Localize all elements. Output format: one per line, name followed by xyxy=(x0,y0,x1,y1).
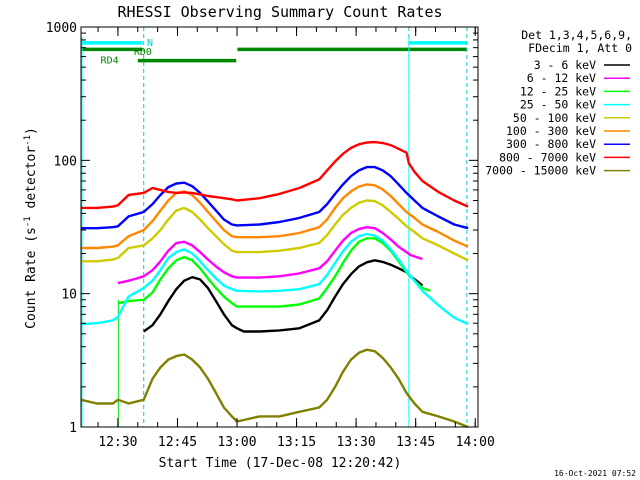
timestamp: 16-Oct-2021 07:52 xyxy=(554,469,636,478)
y-axis-label-sup2: -1 xyxy=(23,135,33,146)
legend-label: 300 - 800 keV xyxy=(506,137,596,151)
y-axis-label-end: ) xyxy=(24,127,39,135)
x-tick-label: 14:00 xyxy=(456,435,495,450)
series-line-7 xyxy=(81,140,469,210)
flag-label: N xyxy=(147,38,153,49)
series-line-8 xyxy=(80,348,469,429)
status-flags xyxy=(81,41,467,63)
x-tick-label: 12:45 xyxy=(158,435,197,450)
y-axis-label-main: Count Rate (s xyxy=(24,227,39,329)
series-line-1 xyxy=(117,226,423,285)
legend-label: 6 - 12 keV xyxy=(527,71,596,85)
x-tick-label: 13:45 xyxy=(396,435,435,450)
y-tick-label: 10 xyxy=(61,288,77,303)
legend-header-line-1: Det 1,3,4,5,6,9, xyxy=(521,28,632,42)
legend: Det 1,3,4,5,6,9, FDecim 1, Att 0 3 - 6 k… xyxy=(485,28,632,178)
series-line-5 xyxy=(81,183,469,250)
chart-title: RHESSI Observing Summary Count Rates xyxy=(117,3,442,21)
series-line-0 xyxy=(143,259,424,333)
legend-label: 25 - 50 keV xyxy=(520,98,596,112)
y-tick-label: 1 xyxy=(69,421,77,436)
plot-frame xyxy=(80,26,479,428)
legend-label: 100 - 300 keV xyxy=(506,124,596,138)
x-tick-label: 13:00 xyxy=(217,435,256,450)
series-line-3 xyxy=(80,232,469,326)
legend-label: 800 - 7000 keV xyxy=(499,150,596,164)
x-tick-label: 13:15 xyxy=(277,435,316,450)
series-lines xyxy=(80,140,469,429)
series-line-2 xyxy=(118,237,431,308)
y-tick-label: 1000 xyxy=(46,21,77,36)
series-line-6 xyxy=(81,165,469,230)
legend-header-line-2: FDecim 1, Att 0 xyxy=(528,41,632,55)
x-tick-label: 12:30 xyxy=(98,435,137,450)
y-axis-label: Count Rate (s-1 detector-1) xyxy=(23,127,39,329)
flag-label: RD0 xyxy=(134,47,152,58)
legend-label: 7000 - 15000 keV xyxy=(485,164,596,178)
y-tick-label: 100 xyxy=(54,154,77,169)
legend-label: 50 - 100 keV xyxy=(513,111,596,125)
legend-label: 3 - 6 keV xyxy=(534,58,596,72)
series-line-4 xyxy=(81,199,469,263)
x-tick-label: 13:30 xyxy=(337,435,376,450)
flag-label: RD4 xyxy=(101,56,119,67)
legend-label: 12 - 25 keV xyxy=(520,84,596,98)
x-axis-label: Start Time (17-Dec-08 12:20:42) xyxy=(159,456,402,471)
y-axis-label-mid: detector xyxy=(24,146,39,217)
axes: 1 10 100 1000 12:30 12:45 13:00 13:15 13:30 13:45… xyxy=(46,21,495,450)
y-axis-label-sup1: -1 xyxy=(23,216,33,227)
